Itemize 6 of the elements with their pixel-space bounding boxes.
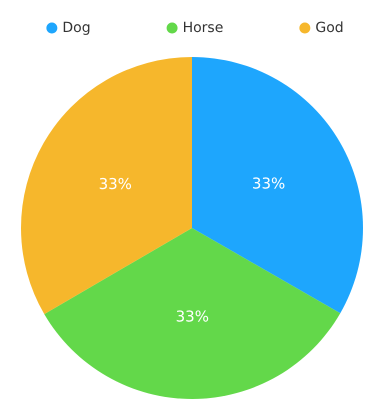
legend-label: Dog: [62, 20, 91, 36]
data-label: 33%: [176, 308, 209, 326]
legend-label: Horse: [182, 20, 224, 36]
data-label: 33%: [98, 174, 132, 193]
legend-label: God: [315, 20, 344, 36]
data-label: 33%: [252, 174, 286, 193]
